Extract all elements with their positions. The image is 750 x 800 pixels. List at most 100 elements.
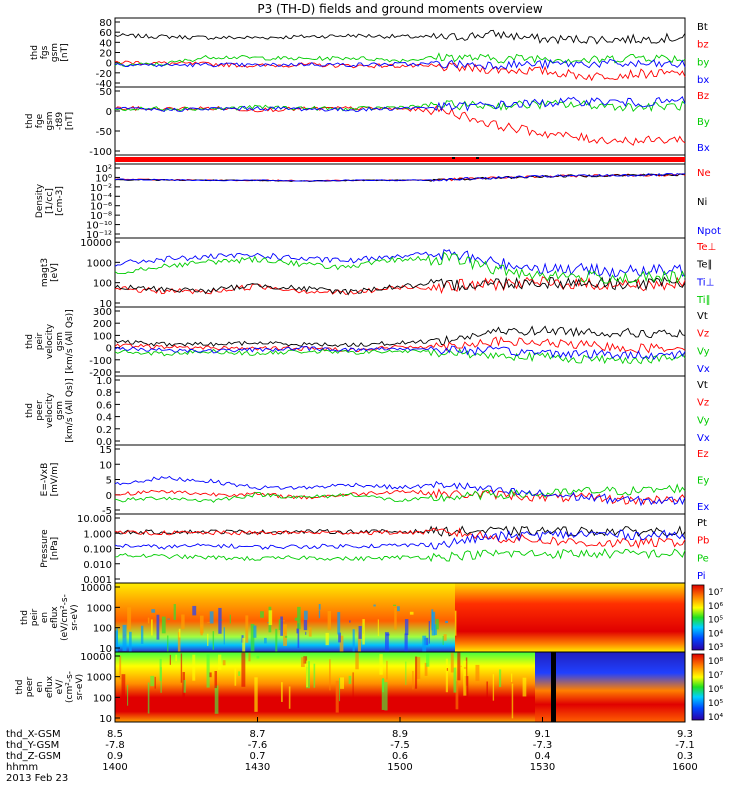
series-Ex — [114, 475, 686, 507]
spectrogram-pixel — [169, 654, 171, 665]
spectrogram-pixel — [254, 677, 258, 712]
y-axis-label: peir — [35, 332, 45, 350]
panel-fge: 50 0 -50 -100 thd fge gsm -t89 [nT] Bz By Bx — [25, 86, 710, 158]
panel-frame — [114, 444, 686, 515]
legend-Vx: Vx — [697, 433, 710, 444]
y-tick-label: 0.0 — [96, 437, 112, 448]
y-tick-label: 20 — [99, 49, 112, 60]
spectrogram-pixel — [150, 675, 155, 687]
x-tick-label: 1500 — [387, 762, 412, 773]
x-tick-label: 0.3 — [677, 751, 693, 762]
colorbar-tick-label: 10⁴ — [708, 629, 723, 639]
panel-temp: 10000 1000 100 10 magt3 [eV] Te⊥ Te∥ Ti⊥ Ti∥ — [40, 237, 716, 310]
spectrogram-pixel — [358, 626, 362, 639]
legend-Ey: Ey — [697, 476, 709, 487]
y-tick-label: 10⁰ — [95, 173, 112, 184]
y-axis-label: gsm — [50, 43, 60, 62]
x-tick-label: 1400 — [102, 762, 127, 773]
spectrogram-pixel — [453, 667, 457, 693]
y-axis-label: [mV/m] — [50, 463, 60, 497]
y-axis-label: [nPa] — [50, 537, 60, 560]
spectrogram-pixel — [381, 678, 385, 710]
x-tick-label: -7.8 — [105, 740, 125, 751]
series-Bx — [114, 96, 686, 113]
series-Ez — [114, 488, 686, 506]
series-Te∥ — [114, 276, 686, 296]
y-tick-label: 0 — [106, 107, 112, 118]
legend-Ez: Ez — [697, 449, 709, 460]
y-axis-label: velocity — [45, 323, 55, 359]
spectrogram-pixel — [151, 609, 156, 613]
colorbar-tick-label: 10⁷ — [708, 588, 723, 598]
spectrogram-pixel — [268, 610, 273, 626]
y-axis-label: [km/s (All Qs)] — [65, 378, 75, 442]
y-tick-label: 10 — [99, 299, 112, 310]
spectrogram-pixel — [428, 621, 430, 644]
y-axis-label: thd — [25, 334, 35, 349]
panel-frame — [114, 513, 686, 584]
spectrogram-pixel — [337, 612, 341, 635]
spectrogram-pixel — [212, 631, 215, 650]
y-axis-label: sr-eV) — [75, 674, 85, 700]
spectrogram-pixel — [175, 654, 178, 662]
legend-Te⊥: Te⊥ — [696, 242, 716, 253]
spectrogram-pixel — [465, 657, 468, 686]
spectrogram-pixel — [181, 614, 185, 630]
colorbar-tick-label: 10⁶ — [708, 685, 723, 695]
y-axis-label: velocity — [45, 392, 55, 428]
spectrogram-pixel — [156, 614, 160, 640]
spectrogram-pixel — [327, 611, 332, 630]
x-tick-label: -7.5 — [390, 740, 410, 751]
data-gap-bar — [551, 652, 556, 722]
y-axis-label: gsm — [55, 332, 65, 351]
y-tick-label: 10⁻¹⁰ — [86, 221, 112, 232]
colorbar — [691, 584, 705, 651]
series-Ti∥ — [114, 251, 686, 285]
spectrogram-pixel — [305, 631, 307, 635]
legend-Ti∥: Ti∥ — [696, 295, 711, 306]
spectrogram-pixel — [463, 660, 467, 696]
spectrogram-pixel — [445, 658, 448, 693]
spectrogram-pixel — [306, 660, 309, 688]
x-row-label: thd_Z-GSM — [6, 751, 61, 762]
series-Ey — [114, 483, 686, 503]
legend-Bz: Bz — [697, 91, 709, 102]
y-tick-label: -40 — [96, 79, 112, 90]
y-axis-label: [eV] — [50, 263, 60, 282]
spectrogram-pixel — [352, 672, 354, 701]
spectrogram-pixel — [127, 607, 132, 630]
spectrogram-pixel — [303, 620, 308, 631]
spectrogram-pixel — [218, 654, 222, 670]
y-tick-label: 1000 — [87, 673, 112, 684]
spectrogram-pixel — [393, 604, 397, 606]
spectrogram-pixel — [207, 633, 209, 646]
legend-Vy: Vy — [697, 346, 710, 357]
spectrogram-pixel — [234, 668, 237, 686]
spectrogram-pixel — [129, 631, 132, 652]
y-tick-label: 0.100 — [83, 545, 112, 556]
y-axis-label: [cm-3] — [55, 186, 65, 216]
panel-espec: 10000 1000 100 10 thd peer en eflux eV/(cm²-s-sr… — [15, 651, 723, 725]
legend-Pt: Pt — [697, 518, 707, 529]
spectrogram-pixel — [348, 675, 352, 684]
y-tick-label: -20 — [96, 69, 112, 80]
spectrogram-pixel — [121, 674, 126, 708]
spectrogram-pixel — [338, 677, 341, 702]
bar-strip-mark — [476, 157, 479, 159]
spectrogram-pixel — [180, 653, 183, 683]
y-tick-label: 60 — [99, 28, 112, 39]
spectrogram-pixel — [405, 661, 407, 685]
spectrogram-pixel — [313, 663, 316, 688]
spectrogram-pixel — [450, 652, 454, 673]
series-Vy — [114, 348, 686, 365]
panel-frame — [114, 306, 686, 377]
spectrogram-pixel — [147, 617, 150, 624]
spectrogram-pixel — [206, 654, 210, 688]
spectrogram-pixel — [486, 681, 488, 704]
series-Bz — [114, 105, 686, 146]
legend-Vz: Vz — [697, 329, 709, 340]
y-axis-label: peer — [35, 400, 45, 421]
spectrogram-pixel — [355, 652, 359, 670]
y-tick-label: -50 — [96, 127, 112, 138]
y-tick-label: 1000 — [87, 258, 112, 269]
